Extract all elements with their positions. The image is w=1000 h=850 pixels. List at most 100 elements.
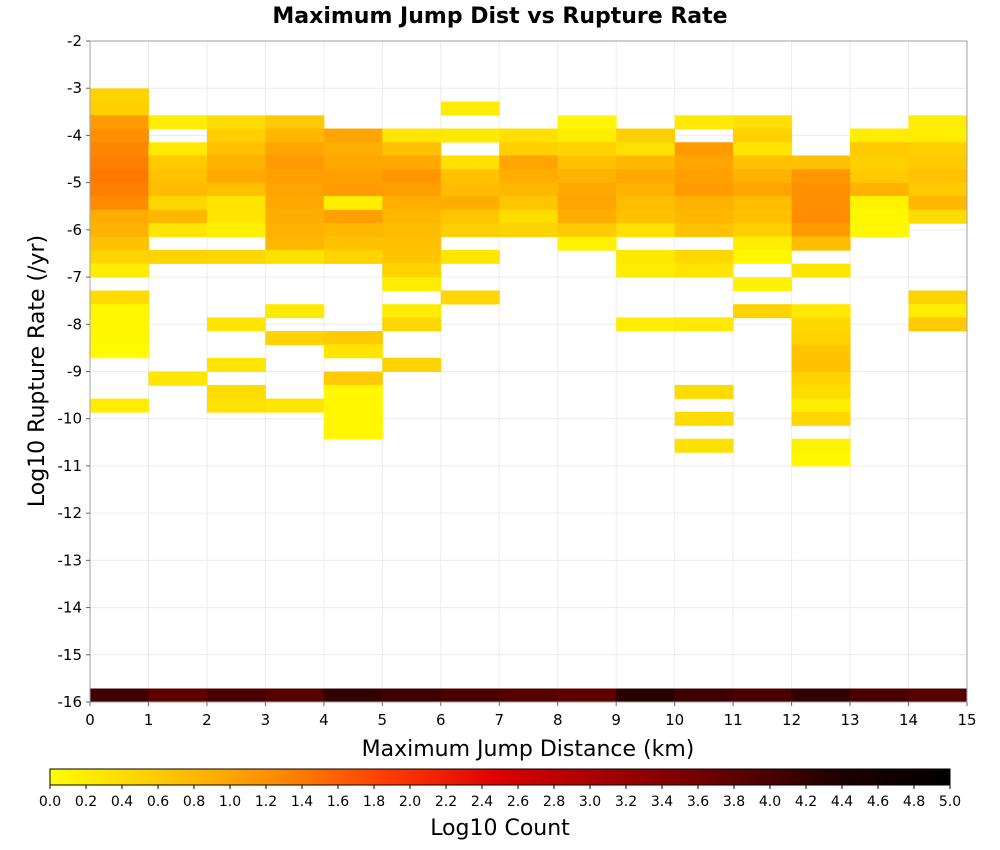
- y-tick-label: -11: [58, 457, 83, 475]
- colorbar-tick-label: 1.2: [255, 794, 277, 810]
- heatmap-cell: [323, 371, 383, 386]
- heatmap-cell: [557, 128, 617, 143]
- heatmap-cell: [148, 209, 208, 224]
- heatmap-cell: [206, 398, 266, 413]
- heatmap-cell: [323, 182, 383, 197]
- heatmap-cell: [382, 155, 442, 170]
- heatmap-cell: [616, 182, 676, 197]
- heatmap-cell: [382, 317, 442, 332]
- heatmap-cell: [265, 688, 325, 703]
- y-tick-label: -14: [58, 599, 83, 617]
- heatmap-cell: [557, 169, 617, 184]
- y-axis-ticks: -2 -3 -4 -5 -6 -7 -8 -9 -10 -11 -12 -13 -14 -15 -16: [58, 32, 90, 711]
- heatmap-cell: [791, 155, 851, 170]
- heatmap-cell: [791, 438, 851, 453]
- y-tick-label: -8: [67, 315, 82, 333]
- heatmap-cell: [206, 384, 266, 399]
- heatmap-cell: [908, 115, 968, 130]
- heatmap-cell: [206, 317, 266, 332]
- heatmap-cell: [791, 196, 851, 211]
- heatmap-cell: [908, 688, 968, 703]
- heatmap-cell: [499, 182, 559, 197]
- heatmap-cell: [733, 115, 793, 130]
- heatmap-cell: [90, 209, 149, 224]
- heatmap-cell: [733, 155, 793, 170]
- heatmap-cell: [674, 438, 734, 453]
- y-tick-label: -10: [58, 410, 83, 428]
- heatmap-cell: [440, 249, 500, 264]
- heatmap-cell: [440, 182, 500, 197]
- colorbar-tick-label: 4.2: [795, 794, 817, 810]
- heatmap-cell: [850, 222, 910, 237]
- heatmap-cell: [90, 101, 149, 116]
- heatmap-cell: [850, 142, 910, 157]
- colorbar-tick-label: 2.2: [435, 794, 457, 810]
- heatmap-cell: [90, 249, 149, 264]
- heatmap-cell: [90, 331, 149, 346]
- heatmap-cell: [206, 128, 266, 143]
- heatmap-cell: [557, 155, 617, 170]
- y-tick-label: -13: [58, 551, 83, 569]
- heatmap-cell: [791, 371, 851, 386]
- heatmap-cell: [90, 222, 149, 237]
- heatmap-cell: [557, 222, 617, 237]
- x-tick-label: 9: [611, 711, 621, 729]
- heatmap-cell: [148, 169, 208, 184]
- heatmap-cell: [791, 344, 851, 359]
- heatmap-cell: [557, 236, 617, 251]
- heatmap-cell: [148, 182, 208, 197]
- heatmap-cell: [382, 249, 442, 264]
- heatmap-cell: [90, 142, 149, 157]
- heatmap-cell: [265, 196, 325, 211]
- heatmap-cell: [265, 209, 325, 224]
- heatmap-cell: [674, 169, 734, 184]
- x-tick-label: 8: [553, 711, 563, 729]
- colorbar-tick-label: 0.8: [183, 794, 205, 810]
- y-tick-label: -9: [67, 363, 82, 381]
- heatmap-cell: [674, 115, 734, 130]
- colorbar-tick-label: 3.6: [687, 794, 709, 810]
- colorbar-tick-label: 2.6: [507, 794, 529, 810]
- heatmap-cell: [616, 209, 676, 224]
- heatmap-cell: [674, 222, 734, 237]
- heatmap-cell: [616, 155, 676, 170]
- heatmap-cell: [382, 128, 442, 143]
- x-tick-label: 0: [85, 711, 95, 729]
- y-tick-label: -5: [67, 174, 82, 192]
- heatmap-cell: [557, 688, 617, 703]
- heatmap-cell: [206, 182, 266, 197]
- y-tick-label: -12: [58, 504, 83, 522]
- heatmap-cells: [90, 88, 968, 703]
- heatmap-cell: [265, 249, 325, 264]
- heatmap-cell: [499, 222, 559, 237]
- heatmap-cell: [90, 169, 149, 184]
- heatmap-cell: [908, 128, 968, 143]
- heatmap-cell: [908, 169, 968, 184]
- heatmap-cell: [382, 142, 442, 157]
- heatmap-cell: [850, 688, 910, 703]
- heatmap-cell: [908, 209, 968, 224]
- heatmap-cell: [850, 209, 910, 224]
- heatmap-cell: [90, 317, 149, 332]
- heatmap-cell: [499, 209, 559, 224]
- heatmap-cell: [90, 155, 149, 170]
- colorbar-tick-label: 5.0: [939, 794, 961, 810]
- heatmap-cell: [791, 182, 851, 197]
- heatmap-cell: [791, 317, 851, 332]
- heatmap-cell: [440, 290, 500, 305]
- heatmap-cell: [557, 115, 617, 130]
- heatmap-cell: [850, 155, 910, 170]
- heatmap-cell: [323, 196, 383, 211]
- heatmap-cell: [206, 358, 266, 372]
- heatmap-cell: [90, 196, 149, 211]
- heatmap-cell: [265, 236, 325, 251]
- y-tick-label: -15: [58, 646, 83, 664]
- heatmap-cell: [674, 688, 734, 703]
- x-tick-label: 4: [319, 711, 329, 729]
- heatmap-cell: [382, 304, 442, 319]
- heatmap-cell: [674, 249, 734, 264]
- colorbar-tick-label: 3.0: [579, 794, 601, 810]
- heatmap-cell: [206, 688, 266, 703]
- heatmap-cell: [674, 196, 734, 211]
- heatmap-cell: [791, 236, 851, 251]
